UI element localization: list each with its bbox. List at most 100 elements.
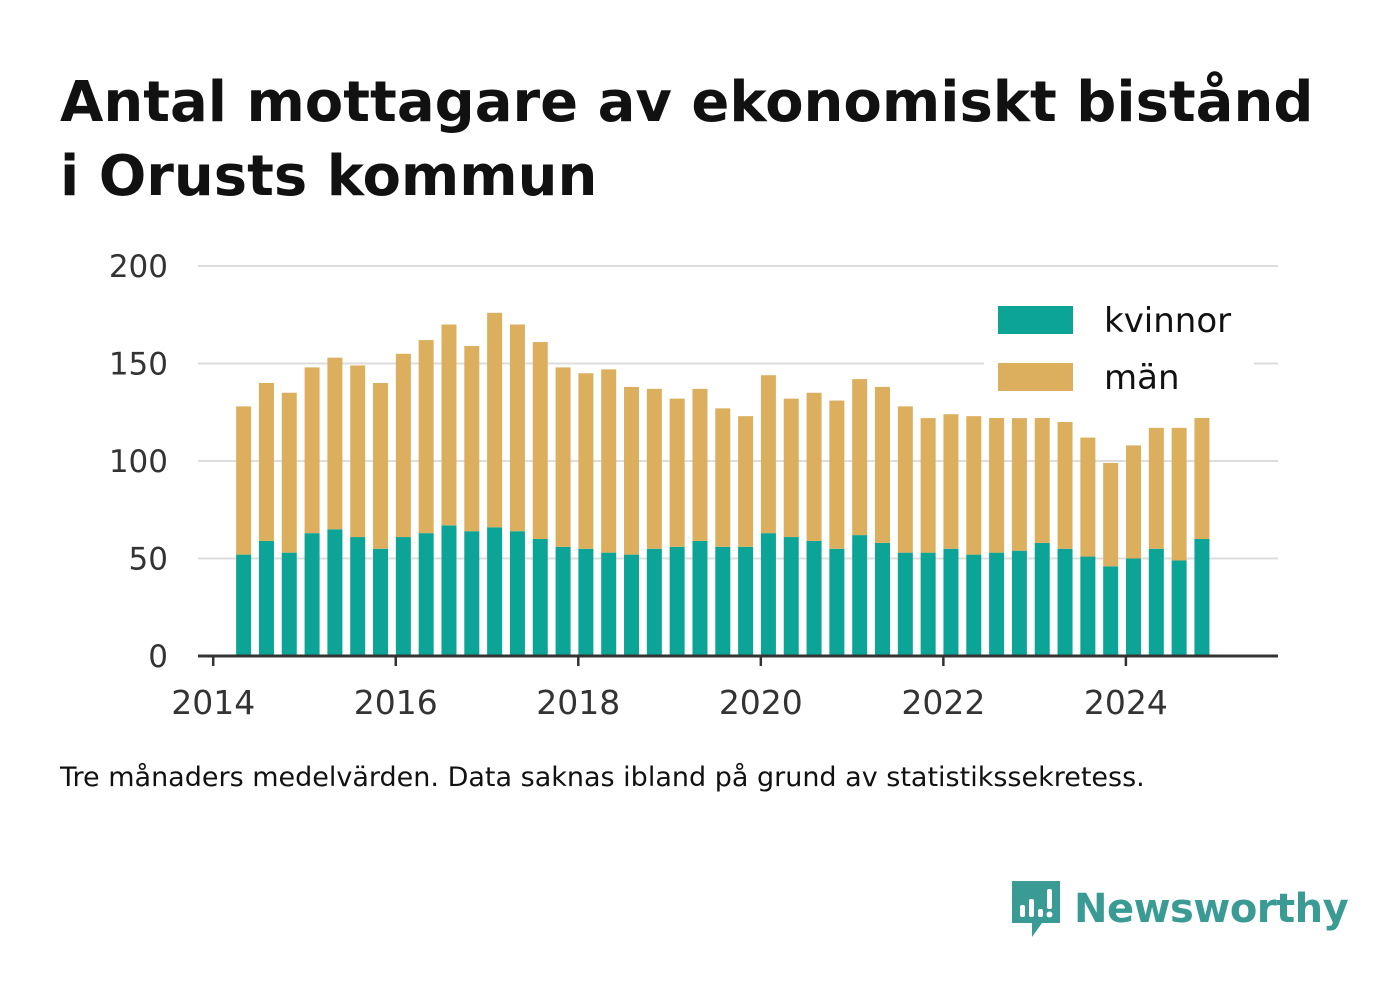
bar-kvinnor <box>441 525 457 656</box>
bar-man <box>418 340 434 534</box>
bar-kvinnor <box>989 552 1005 656</box>
bar-man <box>509 324 525 532</box>
bar-kvinnor <box>669 546 685 656</box>
bar-man <box>669 398 685 547</box>
bar-kvinnor <box>806 540 822 656</box>
bar-man <box>1148 427 1164 549</box>
bar-man <box>692 388 708 541</box>
bar-man <box>327 357 343 530</box>
bar-kvinnor <box>578 548 594 656</box>
x-tick-label: 2014 <box>171 683 255 722</box>
bar-kvinnor <box>532 539 548 656</box>
brand-name: Newsworthy <box>1074 886 1349 932</box>
bar-man <box>258 383 274 541</box>
bar-man <box>966 416 982 555</box>
bar-kvinnor <box>373 548 389 656</box>
bar-kvinnor <box>1125 558 1141 656</box>
chart: 0 50 100 150 200 2014 2016 2018 2020 2022 2024 kv… <box>109 249 1278 722</box>
bar-kvinnor <box>624 554 640 656</box>
bar-kvinnor <box>943 548 959 656</box>
bar-kvinnor <box>327 529 343 656</box>
bar-man <box>281 392 297 553</box>
bar-kvinnor <box>646 548 662 656</box>
y-tick-label: 50 <box>129 542 168 578</box>
legend-swatch <box>998 306 1073 334</box>
bar-kvinnor <box>1171 560 1187 656</box>
bar-man <box>738 416 754 547</box>
bar-kvinnor <box>897 552 913 656</box>
bar-man <box>624 386 640 555</box>
y-tick-label: 0 <box>148 639 168 675</box>
bar-man <box>920 418 936 553</box>
bar-man <box>646 388 662 549</box>
bar-man <box>236 406 252 555</box>
bar-kvinnor <box>966 554 982 656</box>
bar-man <box>1171 427 1187 561</box>
bars <box>236 312 1210 656</box>
bar-man <box>829 400 845 549</box>
bar-kvinnor <box>875 542 891 656</box>
bar-man <box>441 324 457 526</box>
x-tick-label: 2020 <box>719 683 803 722</box>
bar-kvinnor <box>1103 566 1119 656</box>
bar-kvinnor <box>1011 550 1027 656</box>
bar-kvinnor <box>464 531 480 656</box>
bar-man <box>1194 414 1210 539</box>
bar-man <box>395 353 411 538</box>
bar-man <box>715 408 731 547</box>
bar-man <box>532 342 548 539</box>
bar-man <box>350 365 366 538</box>
bar-kvinnor <box>829 548 845 656</box>
bar-man <box>464 345 480 532</box>
bar-kvinnor <box>738 546 754 656</box>
bar-kvinnor <box>487 527 503 656</box>
bar-man <box>1103 462 1119 567</box>
bar-kvinnor <box>281 552 297 656</box>
legend-label: kvinnor <box>1104 301 1231 341</box>
bar-man <box>578 373 594 549</box>
bar-man <box>373 383 389 549</box>
bar-kvinnor <box>760 533 776 656</box>
bar-kvinnor <box>692 540 708 656</box>
y-axis-ticks: 0 50 100 150 200 <box>109 249 168 675</box>
bar-kvinnor <box>1194 539 1210 656</box>
bar-man <box>487 312 503 528</box>
bar-man <box>1034 414 1050 543</box>
bar-man <box>943 414 959 549</box>
newsworthy-icon <box>1012 881 1060 937</box>
bar-kvinnor <box>783 537 799 656</box>
bar-man <box>1125 445 1141 559</box>
bar-kvinnor <box>601 552 617 656</box>
bar-man <box>897 406 913 553</box>
bar-man <box>1080 437 1096 557</box>
brand-logo: Newsworthy <box>1010 878 1349 940</box>
bar-kvinnor <box>1034 542 1050 656</box>
x-tick-label: 2022 <box>901 683 985 722</box>
bar-man <box>760 375 776 534</box>
bar-man <box>601 369 617 553</box>
bar-man <box>1057 422 1073 549</box>
chart-title: Antal mottagare av ekonomiskt bistånd i … <box>60 70 1314 209</box>
bar-kvinnor <box>418 533 434 656</box>
bar-kvinnor <box>1057 548 1073 656</box>
chart-caption: Tre månaders medelvärden. Data saknas ib… <box>60 762 1145 793</box>
x-axis: 2014 2016 2018 2020 2022 2024 <box>171 654 1278 722</box>
bar-kvinnor <box>509 531 525 656</box>
bar-man <box>852 379 868 536</box>
x-tick-label: 2016 <box>354 683 438 722</box>
y-tick-label: 100 <box>109 444 168 480</box>
bar-kvinnor <box>852 535 868 656</box>
bar-man <box>555 367 571 547</box>
bar-man <box>875 386 891 543</box>
bar-man <box>806 392 822 541</box>
bar-man <box>304 367 320 534</box>
bar-kvinnor <box>395 537 411 656</box>
y-tick-label: 200 <box>109 249 168 285</box>
y-tick-label: 150 <box>109 347 168 383</box>
bar-kvinnor <box>1148 548 1164 656</box>
bar-kvinnor <box>350 537 366 656</box>
bar-kvinnor <box>304 533 320 656</box>
bar-man <box>989 414 1005 553</box>
bar-kvinnor <box>920 552 936 656</box>
legend-label: män <box>1104 358 1180 398</box>
